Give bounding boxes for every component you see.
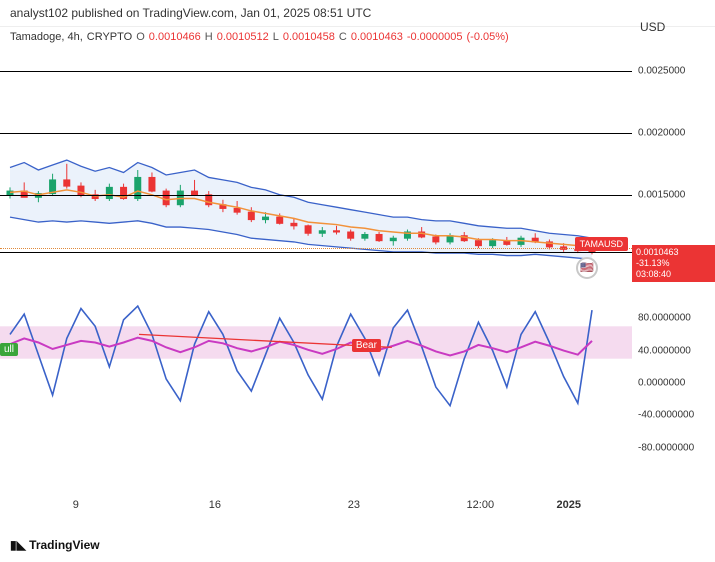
horizontal-level	[0, 71, 632, 72]
last-price-tag: 0.0010463-31.13%03:08:40	[632, 245, 715, 283]
pair-tag: TAMAUSD	[575, 237, 628, 251]
horizontal-level	[0, 195, 632, 196]
x-tick: 12:00	[467, 499, 495, 511]
y-tick: 0.0000000	[638, 378, 685, 389]
h-value: 0.0010512	[217, 31, 269, 43]
h-label: H	[205, 31, 213, 43]
y-tick: -80.0000000	[638, 442, 694, 453]
x-tick: 2025	[557, 499, 581, 511]
price-chart[interactable]: TAMAUSD 🇺🇸	[0, 46, 632, 294]
l-value: 0.0010458	[283, 31, 335, 43]
flag-icon: 🇺🇸	[576, 257, 598, 279]
horizontal-level	[0, 133, 632, 134]
o-value: 0.0010466	[149, 31, 201, 43]
x-tick: 16	[209, 499, 221, 511]
c-value: 0.0010463	[351, 31, 403, 43]
change-value: -0.0000005	[407, 31, 463, 43]
y-tick: 0.0025000	[638, 65, 685, 76]
oscillator-y-axis: 80.0000000 40.0000000 0.0000000 -40.0000000…	[632, 302, 715, 464]
symbol-text: Tamadoge, 4h,	[10, 31, 83, 43]
l-label: L	[273, 31, 279, 43]
change-pct: (-0.05%)	[467, 31, 509, 43]
ohlc-bar: Tamadoge, 4h, CRYPTO O 0.0010466 H 0.00105…	[0, 27, 715, 47]
time-x-axis: 9 16 23 12:00 2025	[0, 497, 632, 517]
y-tick: 0.0020000	[638, 127, 685, 138]
y-tick: 80.0000000	[638, 313, 691, 324]
x-tick: 9	[73, 499, 79, 511]
x-tick: 23	[348, 499, 360, 511]
publish-header: analyst102 published on TradingView.com,…	[0, 0, 715, 27]
bull-label: ull	[0, 343, 18, 356]
c-label: C	[339, 31, 347, 43]
exchange-text: CRYPTO	[87, 31, 132, 43]
logo-icon: ▮◣	[10, 538, 29, 552]
bear-label: Bear	[352, 339, 381, 352]
horizontal-level	[0, 252, 632, 253]
y-tick: 40.0000000	[638, 345, 691, 356]
y-tick: -40.0000000	[638, 410, 694, 421]
oscillator-chart[interactable]: ull Bear	[0, 302, 632, 464]
y-tick: 0.0015000	[638, 189, 685, 200]
o-label: O	[136, 31, 145, 43]
tradingview-logo: ▮◣ TradingView	[10, 538, 100, 552]
alert-line	[0, 248, 632, 249]
y-axis-title: USD	[640, 20, 665, 34]
